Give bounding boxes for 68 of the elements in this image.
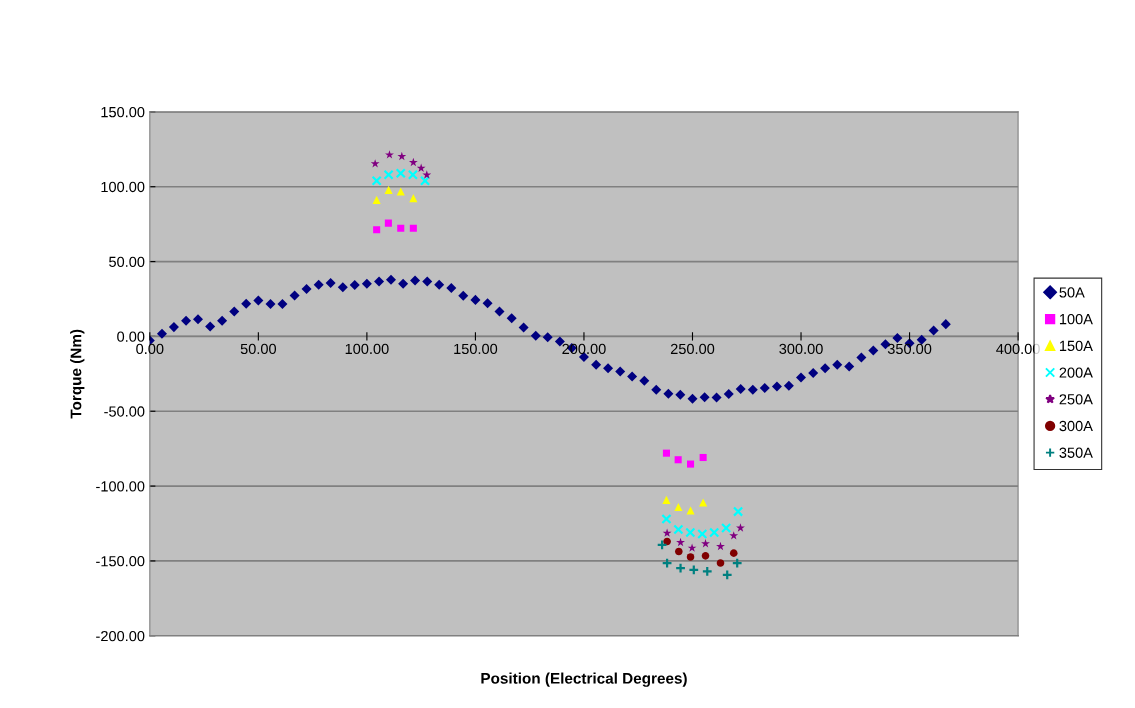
x-tick-label: 0.00 <box>136 343 164 355</box>
point <box>676 537 685 547</box>
point <box>661 513 672 525</box>
legend-label: 250A <box>1059 394 1093 405</box>
point <box>686 553 695 561</box>
point <box>662 449 670 457</box>
legend-label: 150A <box>1059 340 1093 352</box>
point <box>687 543 697 552</box>
point <box>384 185 393 194</box>
point <box>419 175 431 186</box>
x-tick-label: 300.00 <box>779 343 823 355</box>
point <box>385 150 394 159</box>
point <box>699 453 707 462</box>
point <box>716 559 725 567</box>
x-tick-label: 100.00 <box>345 343 389 355</box>
y-tick-label: -50.00 <box>104 406 145 417</box>
point <box>729 549 738 557</box>
y-tick-label: 50.00 <box>109 256 145 267</box>
point <box>372 195 381 204</box>
point <box>687 460 695 468</box>
point <box>663 537 671 546</box>
point <box>409 194 418 203</box>
point <box>675 547 683 556</box>
legend-label: 100A <box>1059 313 1093 325</box>
x-tick-label: 400.00 <box>996 343 1040 355</box>
point <box>674 503 683 512</box>
point <box>383 169 394 180</box>
point <box>720 522 732 534</box>
point <box>729 531 739 540</box>
legend-label: 50A <box>1059 287 1085 298</box>
point <box>373 226 381 234</box>
point <box>408 157 418 167</box>
y-tick-label: -100.00 <box>96 481 145 492</box>
point <box>732 506 744 517</box>
point <box>407 169 419 180</box>
x-tick-label: 50.00 <box>240 343 277 355</box>
x-tick-label: 250.00 <box>670 343 715 355</box>
point <box>716 541 725 551</box>
point <box>662 528 672 537</box>
point <box>371 175 382 186</box>
point <box>701 552 710 560</box>
y-axis-title: Torque (Nm) <box>70 329 85 419</box>
x-axis-title: Position (Electrical Degrees) <box>481 672 687 687</box>
point <box>395 168 406 179</box>
point <box>409 224 417 232</box>
point <box>422 170 432 179</box>
point <box>397 224 405 232</box>
y-tick-label: 0.00 <box>117 331 145 342</box>
point <box>686 506 695 515</box>
point <box>736 523 745 532</box>
point <box>699 498 708 507</box>
legend-label: 350A <box>1059 447 1093 458</box>
point <box>673 524 684 535</box>
point <box>674 456 682 464</box>
point <box>701 539 710 548</box>
legend-label: 300A <box>1059 420 1093 432</box>
point <box>396 187 405 196</box>
y-tick-label: 150.00 <box>101 106 145 118</box>
x-tick-label: 350.00 <box>887 343 932 355</box>
legend-label: 200A <box>1059 367 1093 378</box>
y-tick-label: 100.00 <box>101 181 145 193</box>
y-tick-label: -200.00 <box>96 630 145 642</box>
x-tick-label: 150.00 <box>454 343 498 355</box>
point <box>370 159 380 168</box>
point <box>397 151 407 161</box>
y-tick-label: -150.00 <box>96 556 145 567</box>
point <box>384 219 392 227</box>
point <box>662 495 671 504</box>
